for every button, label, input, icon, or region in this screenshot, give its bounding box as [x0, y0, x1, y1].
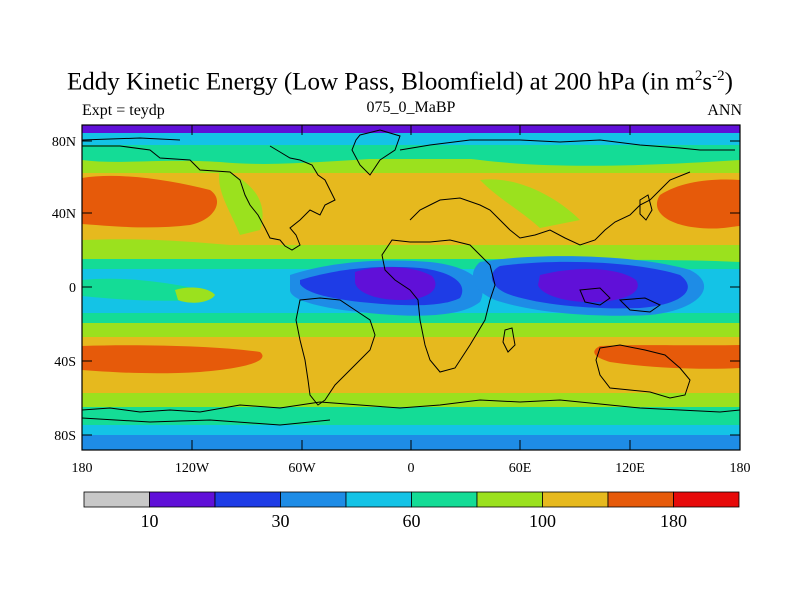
- colorbar-swatch: [345, 491, 412, 508]
- x-tick-label: 180: [730, 461, 751, 476]
- colorbar-swatch: [411, 491, 478, 508]
- y-tick-label: 40N: [52, 207, 76, 222]
- y-tick-label: 80N: [52, 135, 76, 150]
- x-tick-label: 120W: [175, 461, 210, 476]
- colorbar-label: 100: [529, 511, 556, 531]
- x-tick-label: 60W: [288, 461, 316, 476]
- colorbar-label: 10: [141, 511, 159, 531]
- x-axis: 180 120W 60W 0 60E 120E 180: [72, 125, 751, 476]
- colorbar-swatch: [673, 491, 740, 508]
- y-axis: 80N 40N 0 40S 80S: [52, 135, 740, 444]
- colorbar-swatch: [607, 491, 674, 508]
- y-tick-label: 80S: [54, 429, 76, 444]
- run-label: 075_0_MaBP: [366, 99, 456, 116]
- colorbar-swatch: [542, 491, 609, 508]
- colorbar: 10 30 60 100 180: [83, 491, 740, 531]
- colorbar-label: 30: [272, 511, 290, 531]
- y-tick-label: 0: [69, 281, 76, 296]
- y-tick-label: 40S: [54, 355, 76, 370]
- contour-field: [82, 125, 740, 450]
- season-label: ANN: [707, 102, 742, 119]
- colorbar-swatch: [149, 491, 216, 508]
- colorbar-label: 180: [660, 511, 687, 531]
- colorbar-swatch: [214, 491, 281, 508]
- coastlines: [82, 129, 740, 426]
- x-tick-label: 120E: [615, 461, 645, 476]
- colorbar-swatch: [280, 491, 347, 508]
- experiment-label: Expt = teydp: [82, 102, 165, 119]
- x-tick-label: 0: [408, 461, 415, 476]
- chart-title: Eddy Kinetic Energy (Low Pass, Bloomfiel…: [67, 68, 733, 96]
- colorbar-swatch: [476, 491, 543, 508]
- colorbar-swatch: [83, 491, 150, 508]
- x-tick-label: 180: [72, 461, 93, 476]
- x-tick-label: 60E: [509, 461, 532, 476]
- colorbar-label: 60: [403, 511, 421, 531]
